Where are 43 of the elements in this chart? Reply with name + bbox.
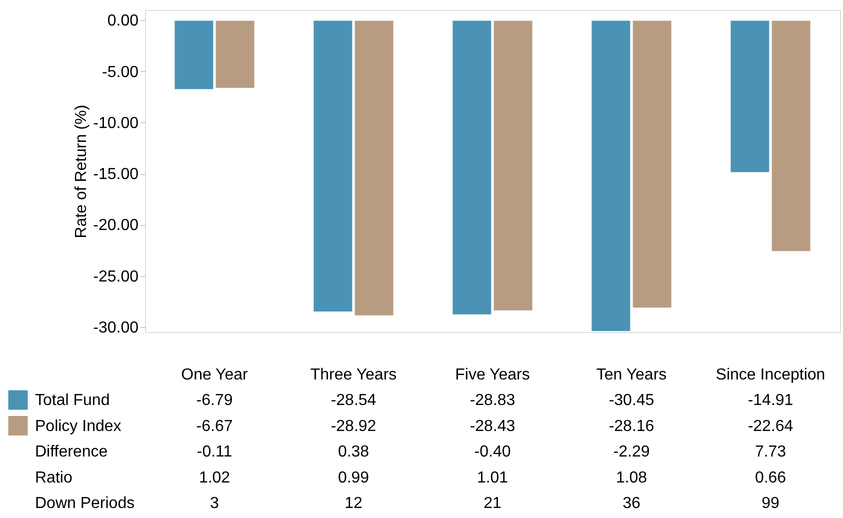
data-label: -28.16 [608,418,654,435]
y-tick-label: -20.00 [93,217,139,234]
text: 0.66 [754,469,786,486]
text: 1.01 [476,469,508,486]
data-label: -30.45 [608,392,654,409]
y-axis-title: Rate of Return (%) [73,104,90,238]
y-tick-label: -10.00 [93,114,139,132]
text: 99 [762,495,780,512]
text: 21 [484,495,502,512]
legend-label: Total Fund [35,392,110,409]
text: 12 [344,495,362,512]
y-tick-label: -15.00 [93,166,139,184]
text: Down Periods [35,495,135,512]
y-tick-label: 0.00 [107,12,139,30]
text: 1.02 [198,469,230,486]
data-label: -28.92 [330,418,376,435]
x-tick-label: Since Inception [716,366,826,384]
text: 7.73 [754,444,786,461]
data-label: -28.43 [470,418,516,435]
y-tick-label: -5.00 [102,64,139,81]
x-tick-label: Five Years [455,366,530,384]
data-label: -6.79 [196,392,233,409]
data-label: -22.64 [748,418,794,435]
text: 0.99 [338,469,370,486]
text: -2.29 [613,444,650,461]
data-label: -28.54 [330,392,376,409]
x-tick-label: Three Years [310,366,397,384]
legend-label: Policy Index [35,418,122,435]
text: Ratio [35,469,72,486]
text: 0.38 [338,444,370,461]
y-tick-label: -30.00 [93,319,139,336]
data-label: -6.67 [196,418,233,435]
text: -0.40 [474,444,511,461]
data-label: -14.91 [748,392,794,409]
x-tick-label: One Year [181,366,249,384]
y-tick-label: -25.00 [93,268,139,286]
text: -0.11 [196,444,232,461]
text: 36 [622,495,640,512]
text: Difference [35,444,108,461]
data-label: -28.83 [470,392,516,409]
x-tick-label: Ten Years [596,366,667,384]
text: 3 [210,495,220,512]
text: 1.08 [616,469,648,486]
